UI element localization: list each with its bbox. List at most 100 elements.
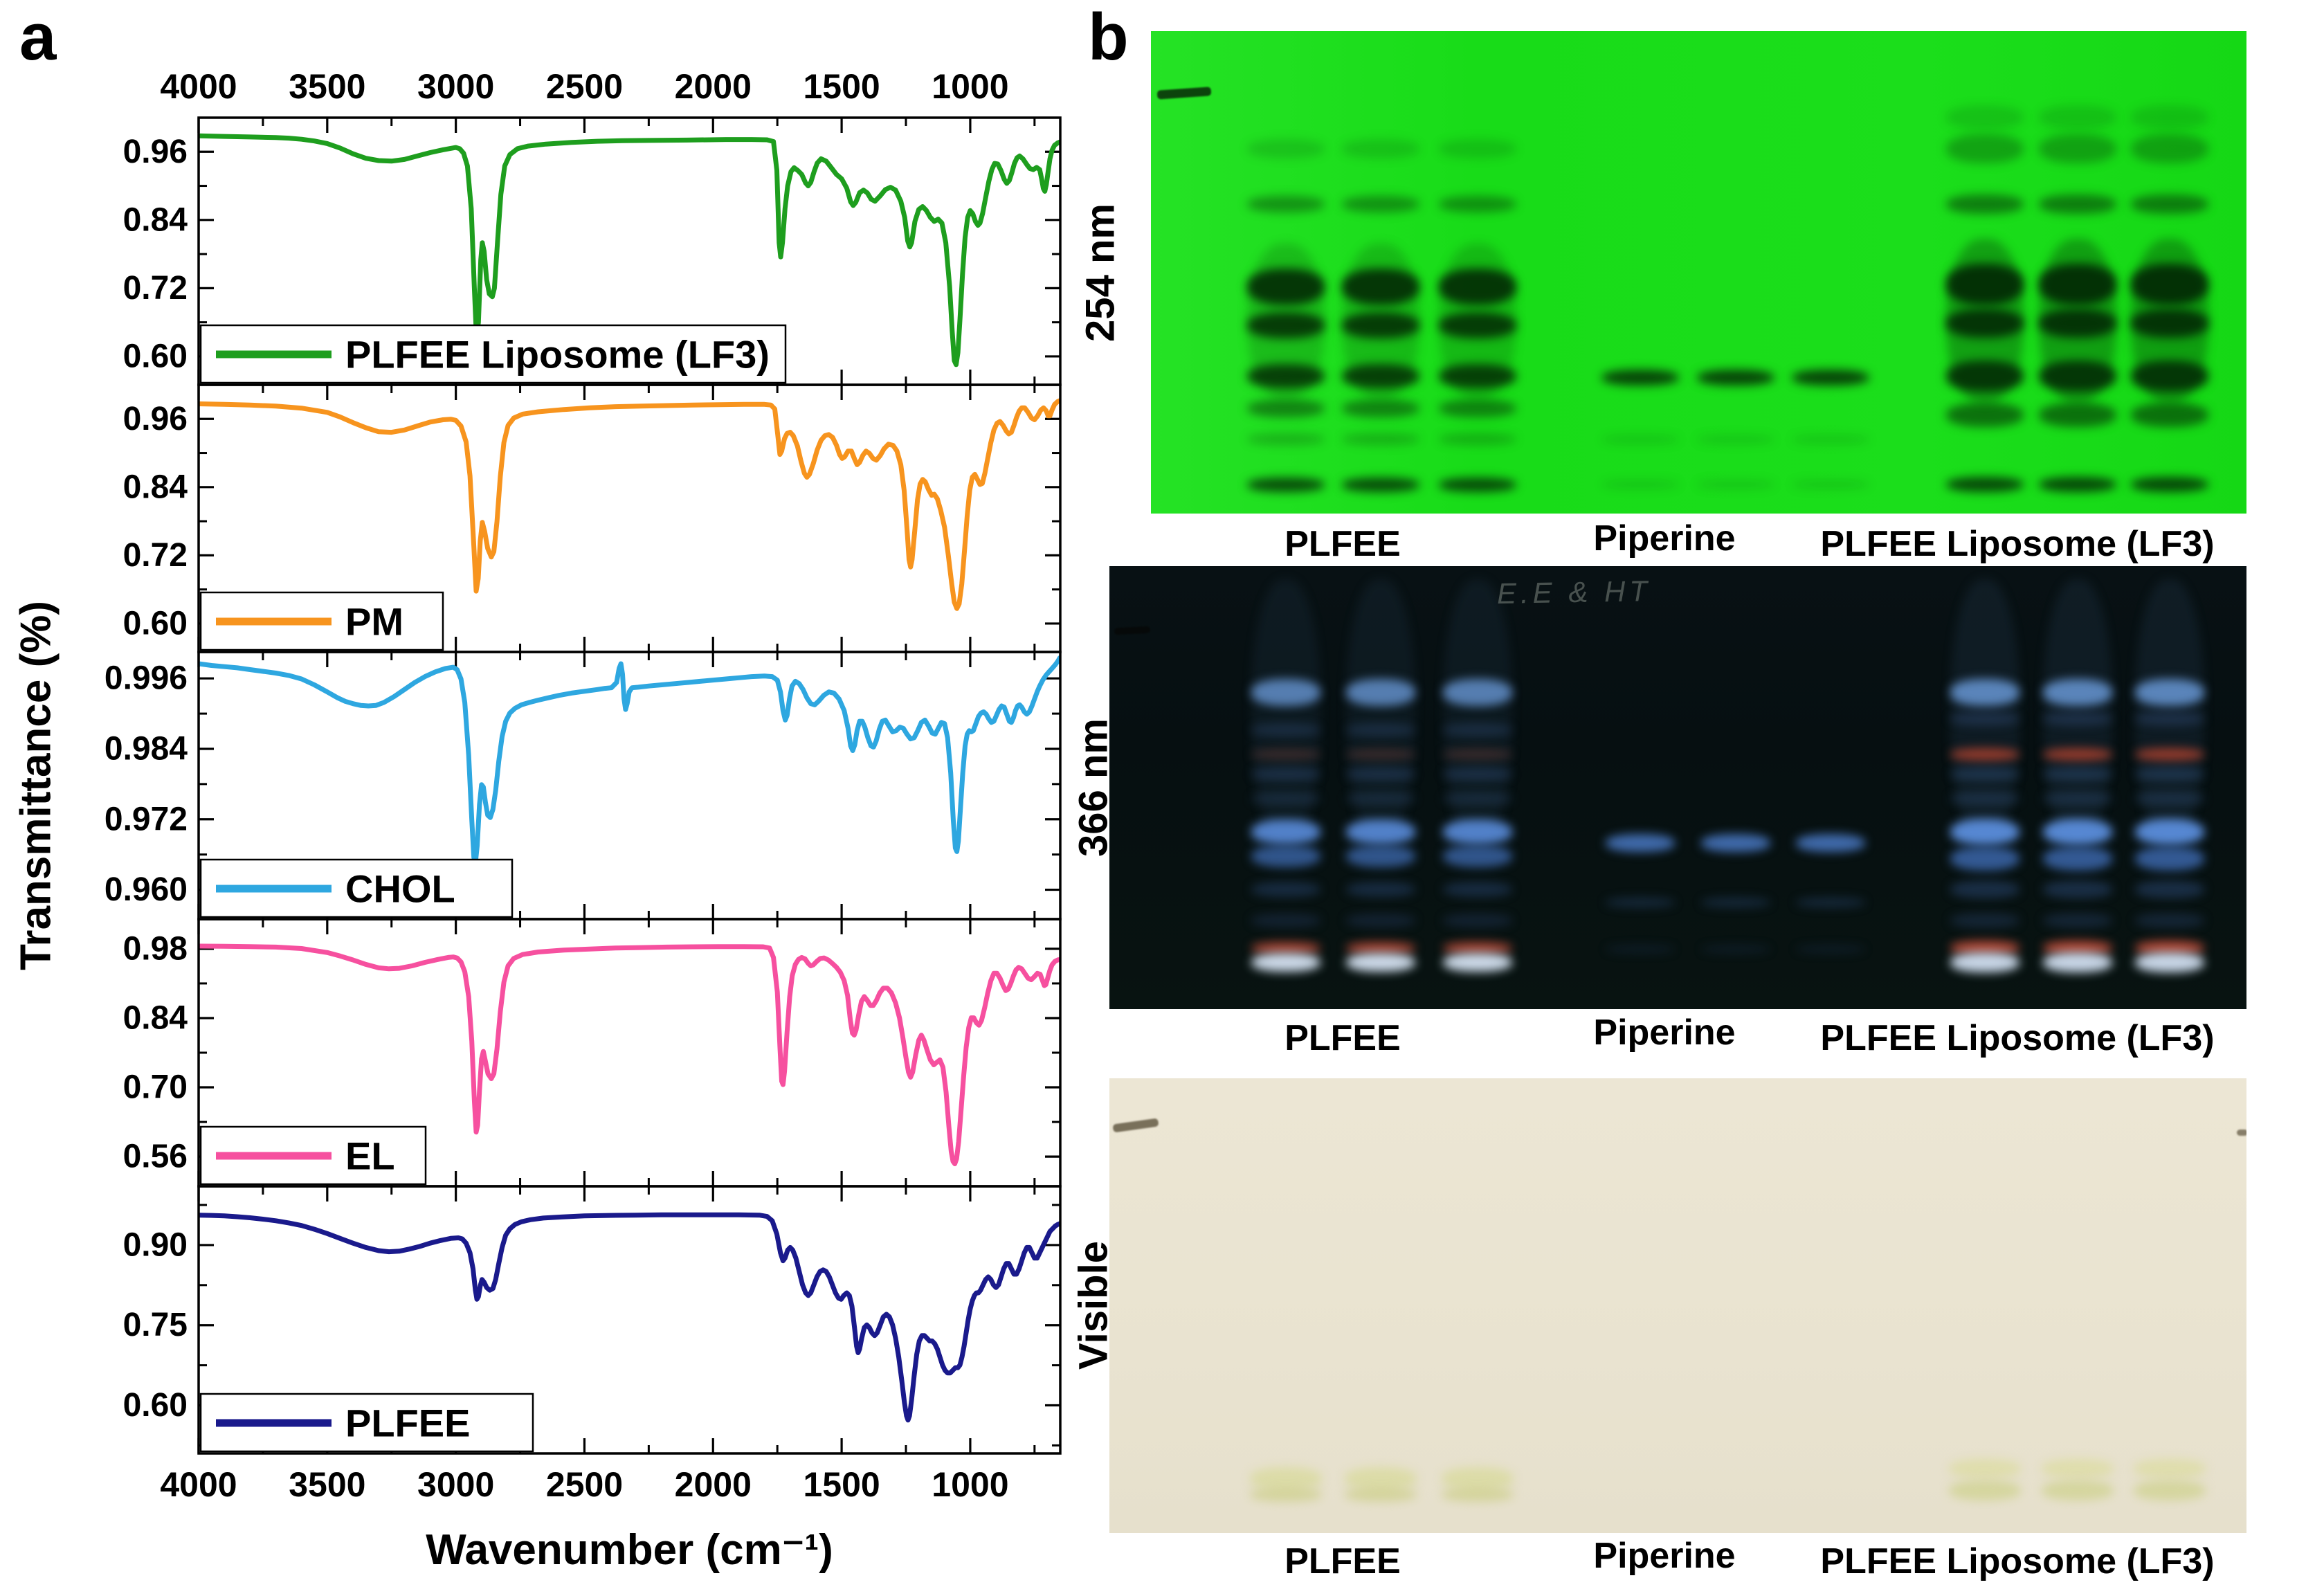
tlc-band xyxy=(1792,480,1869,490)
tlc-band xyxy=(1946,308,2024,338)
tlc-band xyxy=(2043,712,2112,726)
tlc-band xyxy=(1250,1487,1322,1502)
tlc-band xyxy=(2039,105,2116,130)
tlc-band xyxy=(1946,238,2024,403)
tlc-band xyxy=(1251,941,1320,954)
tlc-band xyxy=(1792,369,1869,386)
tlc-band xyxy=(1946,134,2024,163)
tlc-band xyxy=(1601,480,1679,490)
tlc-band xyxy=(1949,1458,2021,1478)
tlc-band xyxy=(1950,952,2019,973)
tlc-band xyxy=(2043,579,2112,846)
tlc-band xyxy=(1443,845,1512,868)
tlc-band xyxy=(1949,1480,2021,1500)
tlc-band xyxy=(1950,792,2019,806)
x-tick-label-top: 2500 xyxy=(546,67,623,106)
tlc-band xyxy=(1247,363,1325,388)
tlc-band xyxy=(1950,712,2019,726)
tlc-band xyxy=(1946,194,2024,215)
x-tick-label-bottom: 2000 xyxy=(675,1465,752,1504)
lane-group-label: PLFEE xyxy=(1284,1541,1401,1581)
y-tick-label: 0.60 xyxy=(123,338,188,374)
tlc-band xyxy=(1251,768,1320,781)
tlc-band xyxy=(1439,477,1516,492)
y-tick-label: 0.75 xyxy=(123,1307,188,1343)
tlc-band xyxy=(1342,196,1419,213)
tlc-band xyxy=(2135,748,2204,761)
tlc-band xyxy=(1342,139,1419,158)
tlc-band xyxy=(1697,434,1774,444)
x-tick-label-bottom: 3000 xyxy=(417,1465,494,1504)
lane-group-label: PLFEE Liposome (LF3) xyxy=(1820,524,2215,564)
tlc-band xyxy=(1701,898,1770,908)
origin-mark xyxy=(1114,626,1151,635)
tlc-band xyxy=(1247,139,1325,158)
tlc-band xyxy=(1251,579,1320,846)
tlc-band xyxy=(1247,399,1325,418)
tlc-band xyxy=(1346,953,1415,972)
tlc-band xyxy=(1346,914,1415,927)
tlc-band xyxy=(1950,818,2019,846)
tlc-band xyxy=(1946,477,2024,493)
tlc-band xyxy=(1346,819,1415,844)
y-tick-label: 0.972 xyxy=(105,801,188,837)
tlc-band xyxy=(1251,914,1320,927)
tlc-band xyxy=(2131,264,2208,305)
x-tick-label-bottom: 4000 xyxy=(160,1465,237,1504)
tlc-band xyxy=(1251,792,1320,805)
tlc-band xyxy=(2039,402,2116,427)
tlc-band xyxy=(1346,941,1415,954)
tlc-band xyxy=(1950,912,2019,929)
tlc-band xyxy=(2131,105,2208,130)
tlc-band xyxy=(1443,749,1512,760)
tlc-band xyxy=(2135,912,2204,929)
tlc-band xyxy=(2043,792,2112,806)
tlc-band xyxy=(2131,402,2208,427)
tlc-band xyxy=(1439,269,1516,305)
legend-label: PM xyxy=(345,600,403,644)
tlc-band xyxy=(1346,792,1415,805)
lane-group-label: PLFEE Liposome (LF3) xyxy=(1820,1541,2215,1581)
tlc-band xyxy=(1439,399,1516,418)
tlc-band xyxy=(1346,579,1415,846)
tlc-band xyxy=(1950,679,2019,706)
tlc-band xyxy=(2131,238,2208,403)
spectrum-el xyxy=(199,943,1060,1166)
tlc-band xyxy=(2039,477,2116,493)
tlc-band xyxy=(2039,264,2116,305)
tlc-band xyxy=(1442,1487,1514,1502)
tlc-band xyxy=(2135,846,2204,871)
panel-b-label: b xyxy=(1088,0,1129,74)
tlc-band xyxy=(2131,134,2208,163)
tlc-band xyxy=(2131,194,2208,215)
tlc-band xyxy=(1606,945,1675,954)
tlc-band xyxy=(2042,1480,2114,1500)
filter-label-254nm: 254 nm xyxy=(1078,203,1123,342)
lane-group-label: PLFEE Liposome (LF3) xyxy=(1820,1018,2215,1058)
tlc-band xyxy=(2135,941,2204,955)
tlc-band xyxy=(1946,264,2024,305)
ftir-spectra-chart: 0.96 0.84 0.72 0.60 PLFEE Liposome (LF3) 0.96… xyxy=(105,67,1062,1574)
x-tick-label-bottom: 1500 xyxy=(803,1465,880,1504)
tlc-band xyxy=(1346,882,1415,898)
tlc-band xyxy=(1792,434,1869,444)
tlc-band xyxy=(1346,749,1415,760)
y-tick-label: 0.70 xyxy=(123,1069,188,1106)
tlc-band xyxy=(1247,312,1325,339)
tlc-band xyxy=(1601,434,1679,444)
tlc-plate-visible xyxy=(1109,1078,2246,1533)
tlc-band xyxy=(1345,1467,1417,1490)
spectrum-plfee xyxy=(199,1212,1060,1423)
tlc-band xyxy=(1701,834,1770,852)
tlc-band xyxy=(1946,402,2024,427)
lane-group-label: PLFEE xyxy=(1284,1018,1401,1058)
origin-mark xyxy=(1156,87,1212,100)
tlc-band xyxy=(1342,312,1419,339)
spectrum-pm xyxy=(199,398,1060,611)
x-tick-label-top: 1000 xyxy=(932,67,1008,106)
tlc-band xyxy=(1251,845,1320,868)
tlc-band xyxy=(1946,105,2024,130)
tlc-band xyxy=(2135,880,2204,898)
tlc-band xyxy=(1601,369,1679,386)
